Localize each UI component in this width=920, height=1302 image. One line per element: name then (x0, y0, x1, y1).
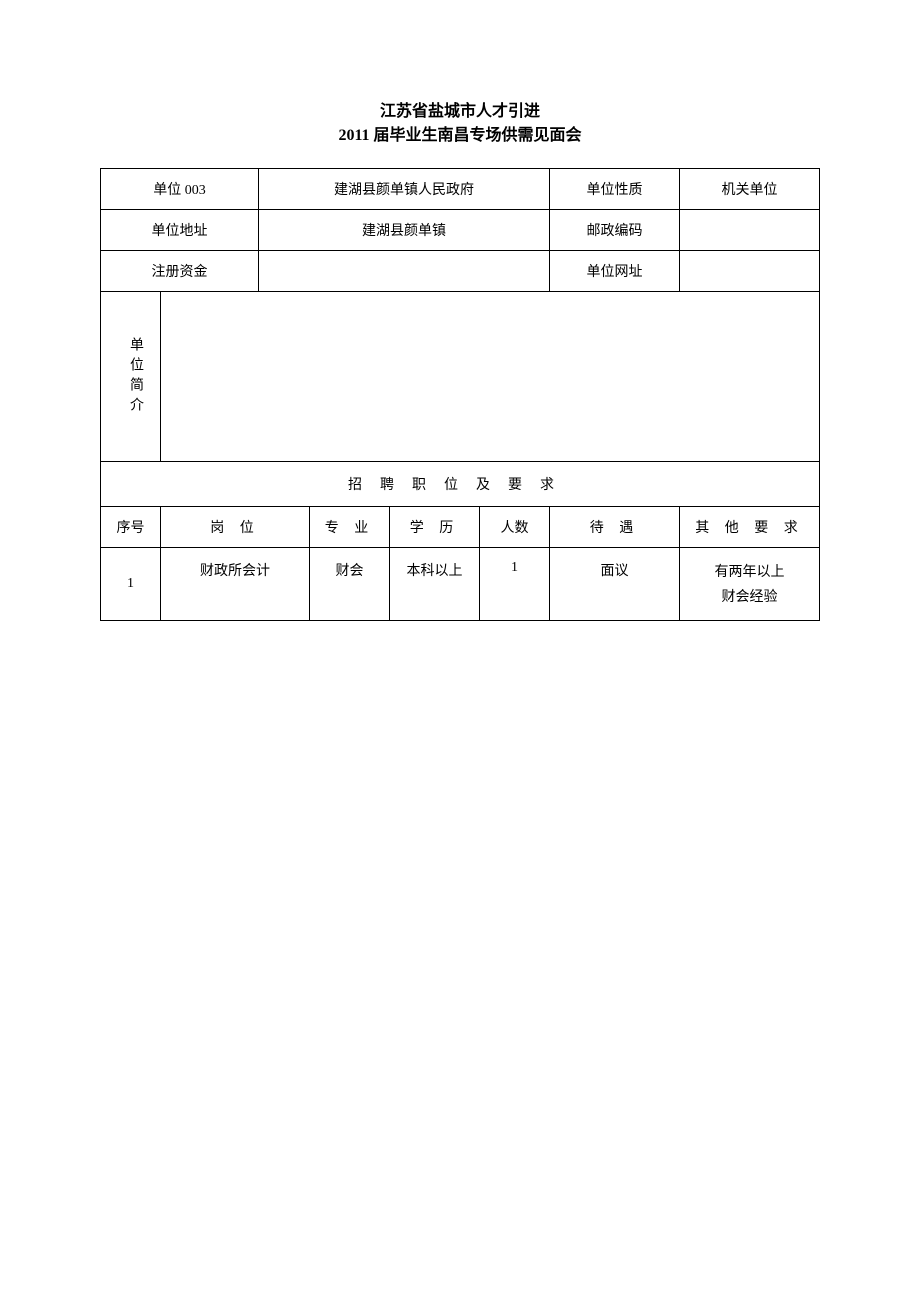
col-education: 学 历 (390, 507, 480, 548)
table-row: 1 财政所会计 财会 本科以上 1 面议 有两年以上 财会经验 (101, 548, 820, 621)
row-columns: 序号 岗 位 专 业 学 历 人数 待 遇 其 他 要 求 (101, 507, 820, 548)
col-count: 人数 (480, 507, 550, 548)
capital (258, 251, 549, 292)
intro-label: 单位简介 (105, 317, 145, 437)
row-section-header: 招聘职位及要求 (101, 462, 820, 507)
cell-count: 1 (480, 548, 550, 621)
website (680, 251, 820, 292)
title-line-2: 2011 届毕业生南昌专场供需见面会 (0, 124, 920, 148)
unit-code-label: 单位 003 (101, 169, 259, 210)
postal (680, 210, 820, 251)
row-unit: 单位 003 建湖县颜单镇人民政府 单位性质 机关单位 (101, 169, 820, 210)
intro-content (161, 292, 820, 462)
website-label: 单位网址 (550, 251, 680, 292)
positions-section-title: 招聘职位及要求 (101, 462, 820, 507)
cell-salary: 面议 (550, 548, 680, 621)
title-line-1: 江苏省盐城市人才引进 (0, 100, 920, 124)
col-salary: 待 遇 (550, 507, 680, 548)
row-address: 单位地址 建湖县颜单镇 邮政编码 (101, 210, 820, 251)
info-table: 单位 003 建湖县颜单镇人民政府 单位性质 机关单位 单位地址 建湖县颜单镇 … (100, 168, 820, 621)
intro-label-cell: 单位简介 (101, 292, 161, 462)
col-other: 其 他 要 求 (680, 507, 820, 548)
row-capital: 注册资金 单位网址 (101, 251, 820, 292)
cell-other: 有两年以上 财会经验 (680, 548, 820, 621)
unit-type: 机关单位 (680, 169, 820, 210)
col-major: 专 业 (310, 507, 390, 548)
postal-label: 邮政编码 (550, 210, 680, 251)
unit-name: 建湖县颜单镇人民政府 (258, 169, 549, 210)
address: 建湖县颜单镇 (258, 210, 549, 251)
cell-major: 财会 (310, 548, 390, 621)
capital-label: 注册资金 (101, 251, 259, 292)
unit-type-label: 单位性质 (550, 169, 680, 210)
address-label: 单位地址 (101, 210, 259, 251)
row-intro: 单位简介 (101, 292, 820, 462)
cell-position: 财政所会计 (161, 548, 310, 621)
col-seq: 序号 (101, 507, 161, 548)
cell-seq: 1 (101, 548, 161, 621)
cell-education: 本科以上 (390, 548, 480, 621)
document-header: 江苏省盐城市人才引进 2011 届毕业生南昌专场供需见面会 (0, 100, 920, 148)
table-container: 单位 003 建湖县颜单镇人民政府 单位性质 机关单位 单位地址 建湖县颜单镇 … (100, 168, 820, 621)
col-position: 岗 位 (161, 507, 310, 548)
